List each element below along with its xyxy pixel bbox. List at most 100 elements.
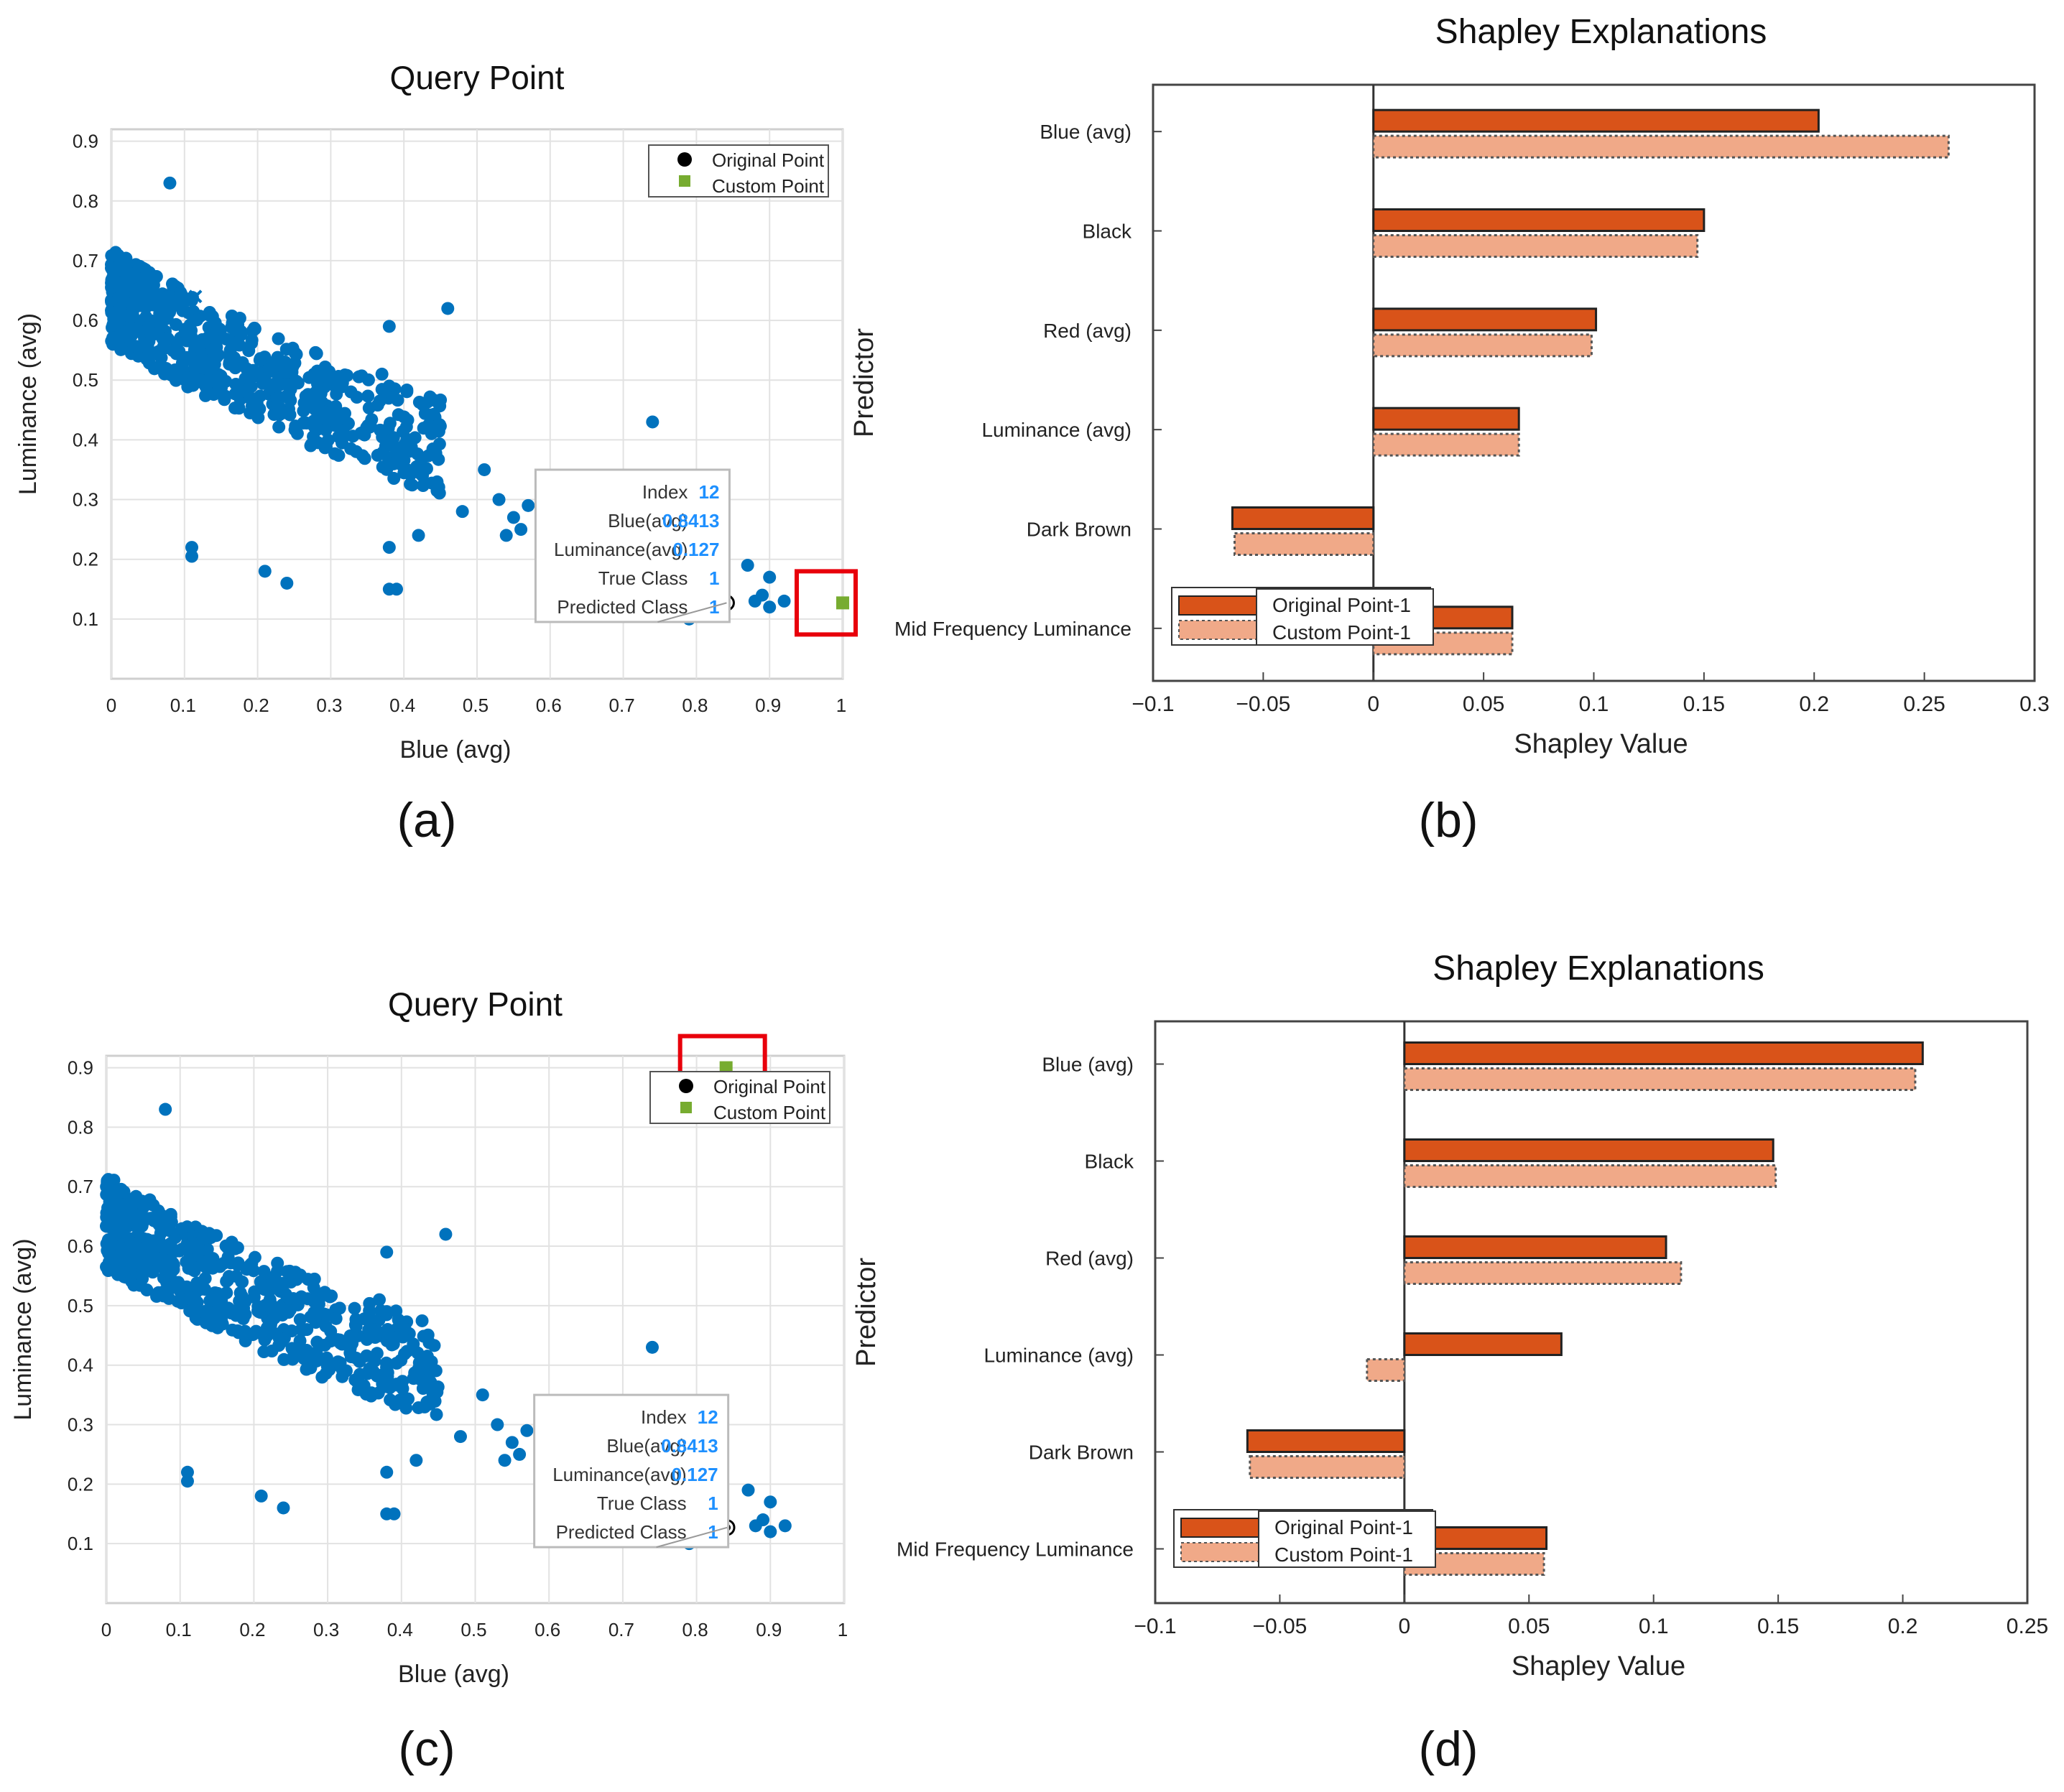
data-point	[210, 340, 223, 354]
data-point	[375, 367, 389, 381]
data-point	[256, 376, 269, 390]
x-tick-label: 0.8	[682, 1619, 708, 1640]
bar-original	[1403, 1235, 1667, 1259]
data-point	[373, 394, 387, 408]
data-point	[310, 347, 323, 361]
chart-title: Shapley Explanations	[1435, 13, 1767, 51]
data-point	[478, 463, 491, 476]
data-point	[455, 505, 469, 519]
data-point	[180, 1465, 194, 1479]
data-point	[172, 1244, 186, 1258]
data-point	[183, 1253, 197, 1267]
category-label: Dark Brown	[1027, 519, 1132, 541]
x-tick-label: 0.1	[1639, 1615, 1669, 1638]
category-label: Dark Brown	[1029, 1442, 1134, 1464]
data-point	[286, 341, 300, 355]
data-point	[122, 310, 136, 323]
data-point	[396, 1330, 409, 1344]
data-point	[409, 1454, 423, 1467]
data-point	[152, 345, 165, 358]
data-point	[175, 1296, 188, 1310]
highlight-box	[795, 569, 858, 637]
scatter-panel-a: 0 0.1 0.2 0.3 0.4 0.5 0.6 0.7 0.8 0.9 1 0.1 0.2 0.3 0.…	[14, 59, 858, 848]
x-tick-label: 0.4	[387, 1619, 413, 1640]
data-point	[353, 1368, 366, 1381]
datatip-label: Luminance(avg)	[554, 539, 688, 560]
data-point	[749, 1519, 762, 1533]
datatip-value: 12	[699, 481, 720, 503]
data-point	[142, 299, 155, 312]
x-tick-label: 0.5	[463, 695, 489, 716]
y-tick-label: 0.8	[73, 190, 98, 212]
data-point	[453, 1430, 467, 1444]
data-point	[387, 1507, 401, 1521]
data-point	[412, 395, 426, 409]
data-point	[382, 541, 396, 554]
category-label: Black	[1085, 1151, 1134, 1173]
data-point	[283, 1303, 297, 1317]
data-point	[188, 1264, 201, 1278]
data-point	[271, 399, 284, 413]
bar-custom	[1372, 333, 1593, 358]
data-point	[778, 1519, 792, 1533]
datatip-value: 0.127	[672, 1464, 718, 1485]
data-point	[365, 1386, 379, 1400]
data-point	[741, 1483, 755, 1497]
data-point	[344, 1350, 358, 1364]
x-tick-label: −0.05	[1252, 1615, 1307, 1638]
data-point	[185, 549, 198, 563]
bar-original	[1231, 506, 1375, 530]
data-point	[393, 1315, 407, 1329]
data-point	[128, 296, 142, 310]
x-tick-label: 0.3	[313, 1619, 339, 1640]
data-point	[387, 472, 401, 486]
data-point	[399, 420, 413, 434]
data-point	[101, 1237, 114, 1250]
bar-original	[1403, 1138, 1774, 1162]
category-label: Mid Frequency Luminance	[897, 1538, 1134, 1561]
data-point	[354, 427, 368, 440]
data-point	[267, 1274, 280, 1288]
data-point	[117, 1270, 131, 1283]
data-point	[287, 1292, 300, 1306]
data-point	[300, 1344, 313, 1357]
data-point	[260, 1329, 274, 1342]
data-point	[210, 1229, 223, 1243]
data-point	[400, 432, 414, 446]
data-point	[411, 1346, 425, 1360]
data-point	[380, 1465, 394, 1479]
category-label: Blue (avg)	[1042, 1054, 1134, 1076]
category-label: Mid Frequency Luminance	[894, 618, 1132, 640]
y-tick-label: 0.9	[73, 131, 98, 152]
data-point	[335, 411, 348, 424]
data-point	[390, 582, 404, 596]
data-point	[142, 287, 155, 300]
legend-entry: Original Point	[712, 149, 825, 171]
datatip-label: Predicted Class	[556, 1521, 687, 1543]
data-point	[361, 389, 375, 403]
panel-label: (b)	[1418, 793, 1478, 848]
data-point	[271, 350, 284, 364]
data-point	[272, 332, 285, 345]
data-point	[106, 331, 120, 345]
y-tick-label: 0.2	[68, 1473, 93, 1495]
legend-entry: Custom Point	[713, 1102, 826, 1123]
x-tick-label: 0.05	[1463, 692, 1504, 716]
data-point	[333, 1301, 346, 1315]
datatip-label: Luminance(avg)	[552, 1464, 686, 1485]
data-point	[281, 365, 295, 379]
scatter-panel-c: 0 0.1 0.2 0.3 0.4 0.5 0.6 0.7 0.8 0.9 1 0.1 0.2 0.3 0.…	[9, 985, 848, 1776]
data-point	[348, 1301, 361, 1315]
chart-title: Query Point	[388, 985, 563, 1023]
data-point	[236, 1311, 250, 1325]
data-point	[280, 576, 294, 590]
data-point	[165, 368, 178, 382]
data-point	[297, 396, 311, 410]
bar-original	[1372, 307, 1598, 332]
data-point	[355, 369, 369, 383]
data-point	[114, 257, 127, 271]
data-point	[277, 1501, 290, 1515]
data-point	[180, 1475, 194, 1488]
y-tick-label: 0.5	[68, 1295, 93, 1317]
data-point	[430, 1408, 443, 1421]
